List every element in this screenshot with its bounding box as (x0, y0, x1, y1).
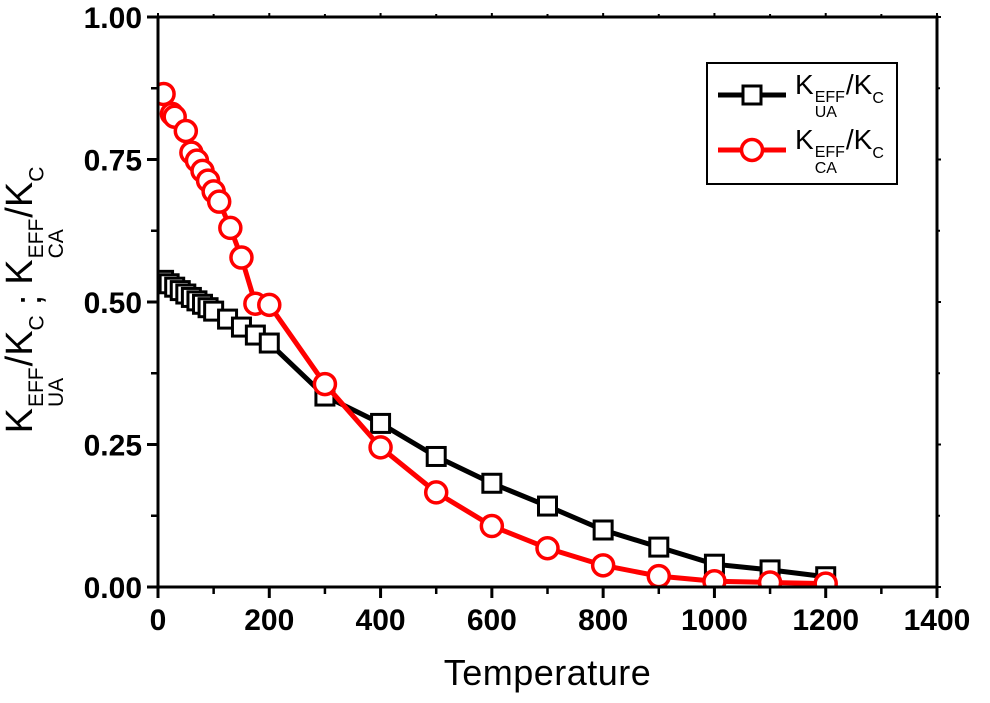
formula-denom-subscript: C (25, 315, 49, 331)
axis-frame (156, 15, 939, 589)
legend-line-square-icon (718, 84, 786, 106)
formula-slash-k: /K (0, 181, 42, 218)
formula-denom-subscript: C (25, 166, 49, 182)
legend-line-circle-icon (718, 137, 786, 163)
x-tick-label: 800 (578, 604, 628, 637)
legend-label-kca: K EFF CA/KC (795, 124, 884, 177)
y-tick-label: 1.00 (84, 2, 142, 35)
formula-subscript: UA (814, 104, 837, 122)
y-tick-label: 0.50 (84, 287, 142, 320)
legend-entry-kca: K EFF CA/KC (716, 124, 884, 177)
formula-scripts: EFF UA (814, 89, 845, 122)
tick-labels: 0 200 400 600 800 1000 1200 1400 0.00 0.25 0.50 0.7… (84, 2, 971, 637)
formula-subscript: CA (814, 159, 837, 177)
formula-subscript: CA (44, 229, 68, 259)
y-axis-formula-kua: K EFF UA/KC (0, 315, 68, 434)
formula-scripts: EFF CA (814, 144, 845, 177)
x-tick-label: 0 (150, 604, 167, 637)
x-tick-label: 200 (244, 604, 294, 637)
formula-denom-subscript: C (872, 145, 884, 163)
y-tick-label: 0.00 (84, 572, 142, 605)
y-axis-formula-kca: K EFF CA/KC (0, 166, 68, 285)
formula-denom-subscript: C (872, 89, 884, 107)
series-circles (158, 81, 838, 587)
x-tick-label: 600 (467, 604, 517, 637)
formula-superscript: EFF (814, 144, 845, 162)
y-tick-label: 0.75 (84, 145, 142, 178)
formula-slash-k: /K (0, 330, 42, 367)
formula-k: K (0, 408, 42, 434)
y-axis-label: K EFF UA/KC ; K EFF CA/KC (0, 125, 68, 475)
x-tick-label: 1000 (681, 604, 748, 637)
x-tick-label: 1200 (792, 604, 859, 637)
formula-superscript: EFF (814, 89, 845, 106)
formula-superscript: EFF (24, 218, 48, 259)
formula-subscript: UA (44, 377, 68, 408)
y-tick-label: 0.25 (84, 430, 142, 463)
formula-k: K (795, 69, 814, 100)
formula-scripts: EFF CA (24, 218, 68, 259)
x-tick-label: 400 (356, 604, 406, 637)
legend-label-kua: K EFF UA/KC (795, 69, 884, 122)
formula-scripts: EFF UA (24, 367, 68, 408)
legend: K EFF UA/KC K EFF CA/KC (706, 62, 898, 185)
formula-slash-k: /K (845, 124, 873, 156)
formula-superscript: EFF (24, 367, 48, 408)
formula-k: K (0, 259, 42, 285)
formula-k: K (795, 124, 814, 156)
series-squares (158, 269, 837, 587)
legend-entry-kua: K EFF UA/KC (716, 69, 884, 122)
x-axis-label: Temperature (443, 652, 652, 693)
x-tick-label: 1400 (904, 604, 971, 637)
formula-slash-k: /K (845, 69, 873, 100)
y-axis-label-separator: ; (7, 294, 50, 306)
